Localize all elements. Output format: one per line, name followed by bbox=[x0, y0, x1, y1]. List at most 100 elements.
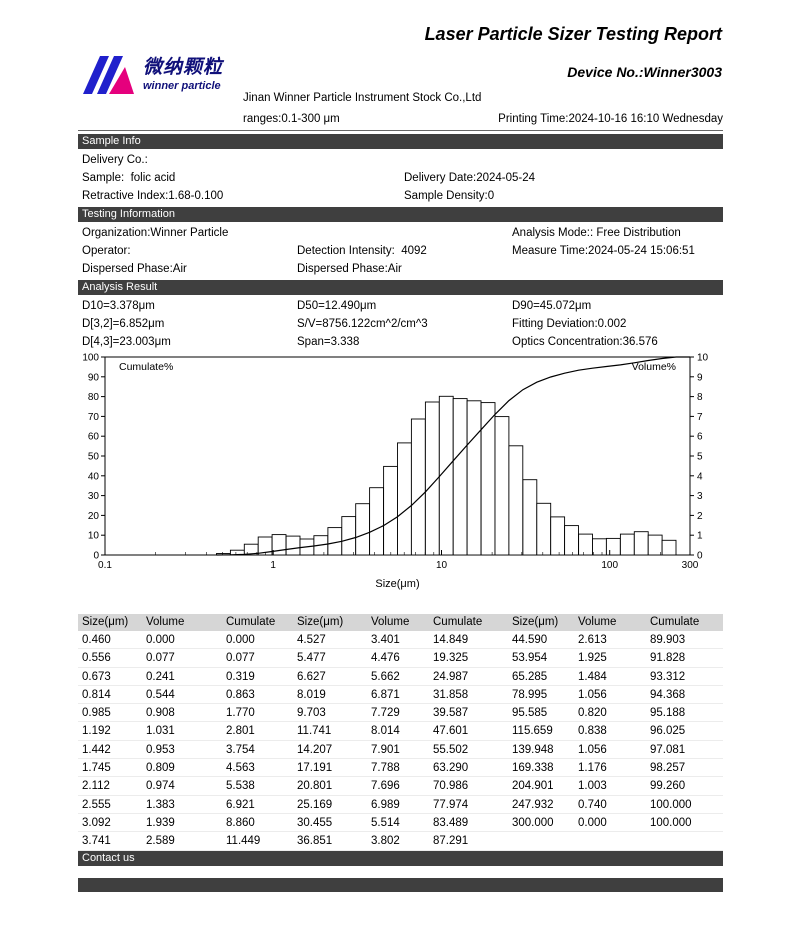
svg-text:90: 90 bbox=[88, 372, 100, 383]
table-cell: 53.954 bbox=[508, 649, 574, 668]
table-cell: 5.662 bbox=[367, 668, 429, 686]
field-d50: D50=12.490μm bbox=[297, 300, 377, 312]
svg-text:6: 6 bbox=[697, 432, 703, 443]
table-cell: 47.601 bbox=[429, 722, 508, 741]
table-header: Cumulate bbox=[429, 614, 508, 631]
table-cell: 24.987 bbox=[429, 668, 508, 686]
table-cell: 0.985 bbox=[78, 704, 142, 723]
table-cell: 1.031 bbox=[142, 722, 222, 741]
table-cell: 0.814 bbox=[78, 686, 142, 705]
header-divider bbox=[78, 130, 723, 131]
table-cell: 5.514 bbox=[367, 814, 429, 833]
field-organization: Organization:Winner Particle bbox=[82, 227, 229, 239]
table-cell bbox=[574, 832, 646, 851]
table-cell: 0.000 bbox=[574, 814, 646, 833]
field-fitting-deviation: Fitting Deviation:0.002 bbox=[512, 318, 627, 330]
table-cell: 95.188 bbox=[646, 704, 723, 723]
table-cell: 3.741 bbox=[78, 832, 142, 851]
table-cell: 2.112 bbox=[78, 777, 142, 796]
table-cell: 1.939 bbox=[142, 814, 222, 833]
field-retractive-index: Retractive Index:1.68-0.100 bbox=[82, 190, 224, 202]
table-cell: 14.207 bbox=[293, 741, 367, 760]
svg-text:30: 30 bbox=[88, 491, 100, 502]
table-cell: 5.538 bbox=[222, 777, 293, 796]
field-row: Operator: Detection Intensity: 4092 Meas… bbox=[78, 242, 723, 260]
logo-mark-icon bbox=[83, 56, 134, 94]
table-cell: 0.863 bbox=[222, 686, 293, 705]
table-cell: 2.589 bbox=[142, 832, 222, 851]
table-cell: 0.556 bbox=[78, 649, 142, 668]
table-cell: 1.176 bbox=[574, 759, 646, 778]
table-cell: 4.563 bbox=[222, 759, 293, 778]
table-cell: 6.871 bbox=[367, 686, 429, 705]
svg-text:Volume%: Volume% bbox=[632, 361, 676, 373]
svg-text:1: 1 bbox=[697, 531, 703, 542]
table-cell: 93.312 bbox=[646, 668, 723, 686]
table-cell: 3.754 bbox=[222, 741, 293, 760]
svg-text:9: 9 bbox=[697, 372, 703, 383]
table-cell: 204.901 bbox=[508, 777, 574, 796]
table-cell: 0.740 bbox=[574, 796, 646, 814]
table-header: Cumulate bbox=[222, 614, 293, 631]
svg-text:10: 10 bbox=[88, 531, 100, 542]
svg-text:0.1: 0.1 bbox=[98, 560, 112, 571]
table-cell: 0.077 bbox=[222, 649, 293, 668]
field-d90: D90=45.072μm bbox=[512, 300, 592, 312]
table-cell: 100.000 bbox=[646, 796, 723, 814]
table-cell: 77.974 bbox=[429, 796, 508, 814]
field-row: Retractive Index:1.68-0.100 Sample Densi… bbox=[78, 187, 723, 205]
svg-text:80: 80 bbox=[88, 392, 100, 403]
table-cell: 31.858 bbox=[429, 686, 508, 705]
table-cell: 8.014 bbox=[367, 722, 429, 741]
svg-text:300: 300 bbox=[682, 560, 699, 571]
table-cell: 6.921 bbox=[222, 796, 293, 814]
svg-text:Cumulate%: Cumulate% bbox=[119, 361, 173, 373]
section-header-sample-info: Sample Info bbox=[78, 134, 723, 149]
table-cell: 139.948 bbox=[508, 741, 574, 760]
field-dispersed-phase-2: Dispersed Phase:Air bbox=[297, 263, 402, 275]
table-cell: 6.989 bbox=[367, 796, 429, 814]
analysis-result-rows: D10=3.378μm D50=12.490μm D90=45.072μm D[… bbox=[78, 295, 723, 353]
table-cell: 36.851 bbox=[293, 832, 367, 851]
field-d32: D[3,2]=6.852μm bbox=[82, 318, 165, 330]
table-cell: 8.019 bbox=[293, 686, 367, 705]
table-cell: 115.659 bbox=[508, 722, 574, 741]
svg-text:Size(μm): Size(μm) bbox=[375, 578, 419, 590]
table-cell: 247.932 bbox=[508, 796, 574, 814]
table-cell: 44.590 bbox=[508, 631, 574, 650]
field-analysis-mode: Analysis Mode:: Free Distribution bbox=[512, 227, 681, 239]
field-row: Dispersed Phase:Air Dispersed Phase:Air bbox=[78, 260, 723, 278]
svg-text:8: 8 bbox=[697, 392, 703, 403]
table-header: Cumulate bbox=[646, 614, 723, 631]
svg-text:60: 60 bbox=[88, 432, 100, 443]
table-cell: 11.449 bbox=[222, 832, 293, 851]
table-cell: 0.077 bbox=[142, 649, 222, 668]
page-title: Laser Particle Sizer Testing Report bbox=[424, 24, 722, 44]
table-cell: 97.081 bbox=[646, 741, 723, 760]
field-detection-intensity: Detection Intensity: 4092 bbox=[297, 245, 427, 257]
footer-bar bbox=[78, 877, 723, 892]
table-cell: 5.477 bbox=[293, 649, 367, 668]
field-d43: D[4,3]=23.003μm bbox=[82, 336, 171, 348]
table-cell: 2.801 bbox=[222, 722, 293, 741]
svg-text:3: 3 bbox=[697, 491, 703, 502]
section-header-analysis-result: Analysis Result bbox=[78, 280, 723, 295]
table-cell: 1.925 bbox=[574, 649, 646, 668]
table-cell: 14.849 bbox=[429, 631, 508, 650]
table-header: Volume bbox=[574, 614, 646, 631]
table-cell: 0.460 bbox=[78, 631, 142, 650]
table-cell: 87.291 bbox=[429, 832, 508, 851]
table-cell: 0.809 bbox=[142, 759, 222, 778]
field-operator: Operator: bbox=[82, 245, 131, 257]
table-cell: 65.285 bbox=[508, 668, 574, 686]
field-sample-density: Sample Density:0 bbox=[404, 190, 495, 202]
table-cell: 1.745 bbox=[78, 759, 142, 778]
table-cell: 89.903 bbox=[646, 631, 723, 650]
table-cell: 94.368 bbox=[646, 686, 723, 705]
table-cell: 99.260 bbox=[646, 777, 723, 796]
table-cell: 1.056 bbox=[574, 686, 646, 705]
table-cell: 6.627 bbox=[293, 668, 367, 686]
field-row: Organization:Winner Particle Analysis Mo… bbox=[78, 224, 723, 242]
svg-text:4: 4 bbox=[697, 471, 703, 482]
table-cell: 0.673 bbox=[78, 668, 142, 686]
